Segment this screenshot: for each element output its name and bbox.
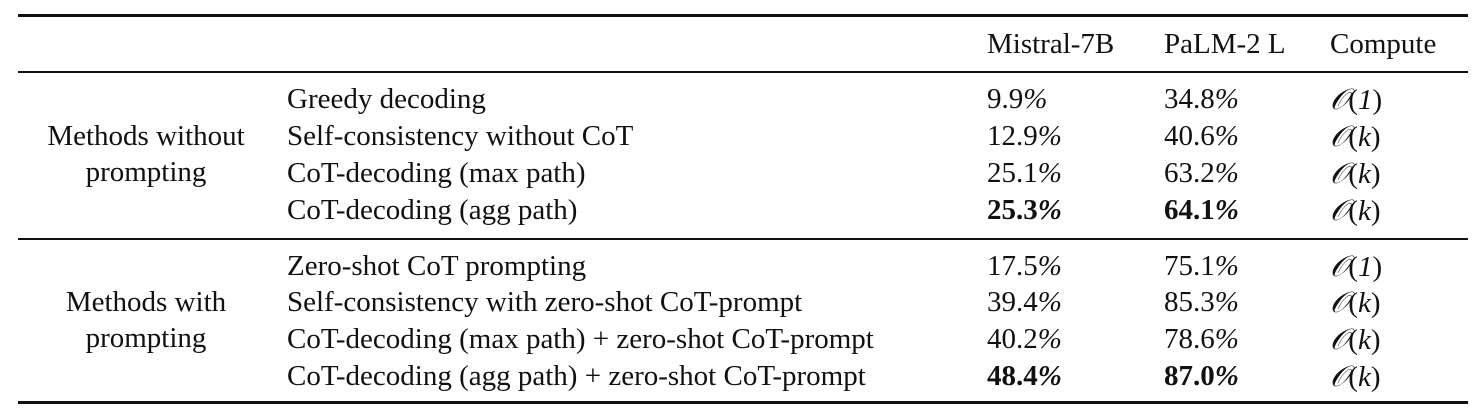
method-name: CoT-decoding (agg path) [287,194,578,226]
header-rule [18,71,1468,73]
header-mistral: Mistral-7B [987,28,1115,60]
method-name: Greedy decoding [287,83,486,115]
method-name: Zero-shot CoT prompting [287,250,587,282]
top-rule [18,14,1468,17]
method-name: CoT-decoding (max path) [287,157,586,189]
method-name: CoT-decoding (agg path) + zero-shot CoT-… [287,360,866,392]
palm-value: 85.3% [1164,286,1239,318]
mistral-value: 9.9% [987,83,1048,115]
mistral-value-best: 48.4% [987,360,1062,392]
group-label-line: Methods without [47,120,245,152]
mistral-value: 17.5% [987,250,1062,282]
palm-value: 40.6% [1164,120,1239,152]
mistral-value-best: 25.3% [987,194,1062,226]
compute-value: 𝒪(k) [1330,322,1381,356]
header-compute: Compute [1330,28,1437,60]
group-label-line: prompting [85,156,207,188]
compute-value: 𝒪(k) [1330,359,1381,393]
palm-value-best: 64.1% [1164,194,1239,226]
palm-value: 63.2% [1164,157,1239,189]
compute-value: 𝒪(1) [1330,82,1383,116]
compute-value: 𝒪(1) [1330,249,1383,283]
bottom-rule [18,401,1468,404]
mistral-value: 40.2% [987,323,1062,355]
group-label-without-prompting: Methods without prompting [28,118,264,190]
compute-value: 𝒪(k) [1330,193,1381,227]
mistral-value: 39.4% [987,286,1062,318]
header-palm: PaLM-2 L [1164,28,1286,60]
method-name: Self-consistency with zero-shot CoT-prom… [287,286,803,318]
group-label-line: Methods with [65,286,227,318]
compute-value: 𝒪(k) [1330,285,1381,319]
palm-value: 78.6% [1164,323,1239,355]
mistral-value: 12.9% [987,120,1062,152]
compute-value: 𝒪(k) [1330,119,1381,153]
method-name: Self-consistency without CoT [287,120,634,152]
compute-value: 𝒪(k) [1330,156,1381,190]
palm-value: 34.8% [1164,83,1239,115]
group-label-line: prompting [85,322,207,354]
palm-value: 75.1% [1164,250,1239,282]
group-rule [18,238,1468,240]
group-label-with-prompting: Methods with prompting [28,284,264,356]
mistral-value: 25.1% [987,157,1062,189]
palm-value-best: 87.0% [1164,360,1239,392]
method-name: CoT-decoding (max path) + zero-shot CoT-… [287,323,874,355]
